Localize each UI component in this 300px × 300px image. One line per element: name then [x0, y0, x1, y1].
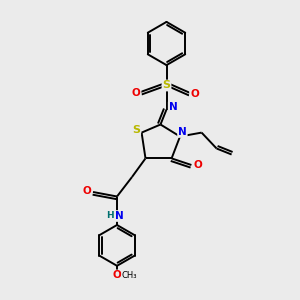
Text: N: N [178, 127, 187, 137]
Text: H: H [106, 212, 114, 220]
Text: S: S [163, 80, 170, 91]
Text: O: O [193, 160, 202, 170]
Text: N: N [115, 211, 124, 221]
Text: CH₃: CH₃ [122, 271, 137, 280]
Text: O: O [82, 185, 91, 196]
Text: O: O [190, 89, 199, 99]
Text: N: N [169, 102, 178, 112]
Text: O: O [132, 88, 141, 98]
Text: S: S [132, 124, 140, 135]
Text: O: O [112, 270, 122, 280]
